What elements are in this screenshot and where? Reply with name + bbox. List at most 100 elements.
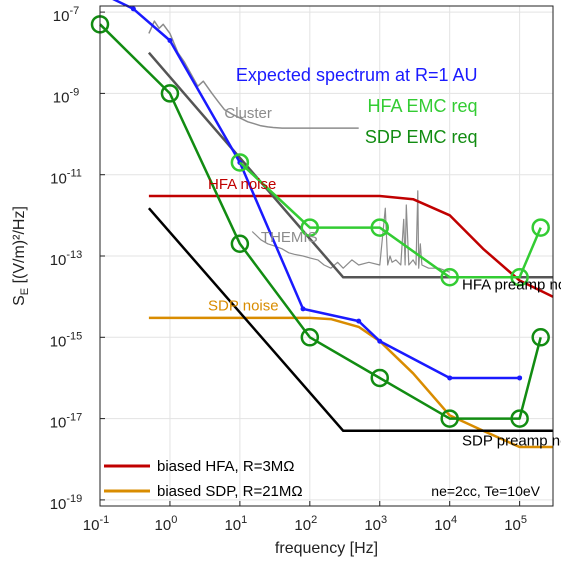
series-label: SDP EMC req <box>365 127 478 147</box>
axis-ticks: 10-1 100 101 102 103 104 10510-1910-1710-1510-… <box>50 5 527 534</box>
x-axis-label: frequency [Hz] <box>275 540 378 557</box>
series-label: Cluster <box>224 105 272 122</box>
x-tick-label: 100 <box>155 514 178 534</box>
series-point-hfa-emc <box>300 218 320 237</box>
x-tick-base: 10 <box>224 517 241 534</box>
x-tick-label: 105 <box>504 514 527 534</box>
series-point-sdp-emc <box>300 328 320 347</box>
y-axis-label: SE [(V/m)²/Hz] <box>11 206 31 306</box>
x-tick-exponent: 2 <box>311 514 317 526</box>
x-tick-base: 10 <box>504 517 521 534</box>
y-tick-label: 10-19 <box>50 493 83 513</box>
y-tick-exponent: -15 <box>66 330 82 342</box>
series-point-hfa-emc <box>370 218 390 237</box>
series-label: HFA EMC req <box>367 96 477 116</box>
series-point-sdp-emc <box>370 368 390 388</box>
y-tick-base: 10 <box>50 333 67 350</box>
series-point-expected <box>300 306 306 312</box>
x-tick-base: 10 <box>434 517 451 534</box>
y-tick-exponent: -19 <box>66 493 82 505</box>
series-label: SDP preamp noise <box>462 432 561 449</box>
series-point-sdp-emc <box>230 234 250 254</box>
series-hfa-emc <box>230 153 550 287</box>
series-point-expected <box>356 318 362 324</box>
series-label: THEMIS <box>261 229 318 246</box>
y-tick-base: 10 <box>50 415 67 432</box>
x-tick-label: 101 <box>224 514 247 534</box>
series-point-expected <box>167 38 173 44</box>
series-label: HFA preamp noise <box>462 276 561 293</box>
y-tick-base: 10 <box>53 89 70 106</box>
series-hfa-noise <box>148 194 554 298</box>
y-tick-exponent: -13 <box>66 249 82 261</box>
series-point-hfa-emc <box>440 268 459 287</box>
series-label: SDP noise <box>208 298 279 315</box>
legend-label: biased HFA, R=3MΩ <box>157 458 295 475</box>
series-sdp-noise <box>148 316 553 449</box>
series-line-sdp-emc <box>99 23 542 420</box>
series-point-expected <box>377 338 383 344</box>
series-line-themis <box>251 190 450 273</box>
series-point-hfa-emc <box>510 268 529 287</box>
x-tick-exponent: 4 <box>451 514 457 526</box>
series-line-cluster <box>148 20 359 129</box>
series-point-expected <box>447 375 453 381</box>
series-sdp-emc <box>90 15 550 428</box>
legend: biased HFA, R=3MΩ biased SDP, R=21MΩ <box>104 458 303 500</box>
x-tick-base: 10 <box>364 517 381 534</box>
y-tick-exponent: -11 <box>67 168 82 180</box>
series-label: Expected spectrum at R=1 AU <box>236 65 478 85</box>
series-point-sdp-emc <box>510 409 529 428</box>
y-axis-label-rest: [(V/m)²/Hz] <box>11 206 28 288</box>
series-themis <box>251 190 450 273</box>
y-tick-label: 10-13 <box>50 249 83 269</box>
series-point-hfa-emc <box>230 153 250 172</box>
series-point-sdp-emc <box>440 409 459 428</box>
x-tick-exponent: 5 <box>521 514 527 526</box>
y-tick-base: 10 <box>53 8 70 25</box>
x-tick-base: 10 <box>294 517 311 534</box>
x-tick-exponent: -1 <box>99 514 109 526</box>
y-tick-base: 10 <box>50 252 67 269</box>
series-hfa-preamp <box>147 51 553 279</box>
series-line-hfa-preamp <box>147 51 553 279</box>
legend-label: biased SDP, R=21MΩ <box>157 483 303 500</box>
x-tick-label: 103 <box>364 514 387 534</box>
y-tick-label: 10-17 <box>50 412 83 432</box>
series-expected <box>112 0 523 381</box>
series-label: HFA noise <box>208 176 276 193</box>
series-point-hfa-emc <box>531 218 550 237</box>
y-axis-label-sub: E <box>19 288 31 295</box>
series-lines <box>90 0 554 449</box>
y-tick-label: 10-15 <box>50 330 83 350</box>
x-tick-exponent: 3 <box>381 514 387 526</box>
y-tick-exponent: -9 <box>69 86 79 98</box>
y-tick-exponent: -17 <box>66 412 82 424</box>
series-point-sdp-emc <box>531 328 550 347</box>
x-tick-label: 10-1 <box>83 514 109 534</box>
series-line-hfa-noise <box>148 194 554 298</box>
series-cluster <box>148 20 359 129</box>
y-tick-label: 10-7 <box>53 5 79 25</box>
y-tick-base: 10 <box>50 171 67 188</box>
series-sdp-preamp <box>147 207 553 433</box>
x-tick-label: 104 <box>434 514 457 534</box>
x-tick-base: 10 <box>83 517 100 534</box>
y-tick-exponent: -7 <box>69 5 79 17</box>
series-labels: Cluster THEMIS HFA noise SDP noise HFA pream… <box>208 65 561 449</box>
y-tick-label: 10-11 <box>50 168 82 188</box>
x-tick-base: 10 <box>155 517 172 534</box>
series-line-sdp-preamp <box>147 207 553 433</box>
x-tick-exponent: 1 <box>241 514 247 526</box>
series-point-expected <box>517 375 523 381</box>
series-line-sdp-noise <box>148 316 553 449</box>
series-point-sdp-emc <box>160 84 180 103</box>
y-tick-base: 10 <box>50 496 67 513</box>
y-tick-label: 10-9 <box>53 86 79 106</box>
y-axis-label-main: S <box>11 295 28 306</box>
x-tick-label: 102 <box>294 514 317 534</box>
plasma-annotation: ne=2cc, Te=10eV <box>431 483 540 499</box>
grid <box>99 6 553 506</box>
series-point-expected <box>130 6 136 12</box>
